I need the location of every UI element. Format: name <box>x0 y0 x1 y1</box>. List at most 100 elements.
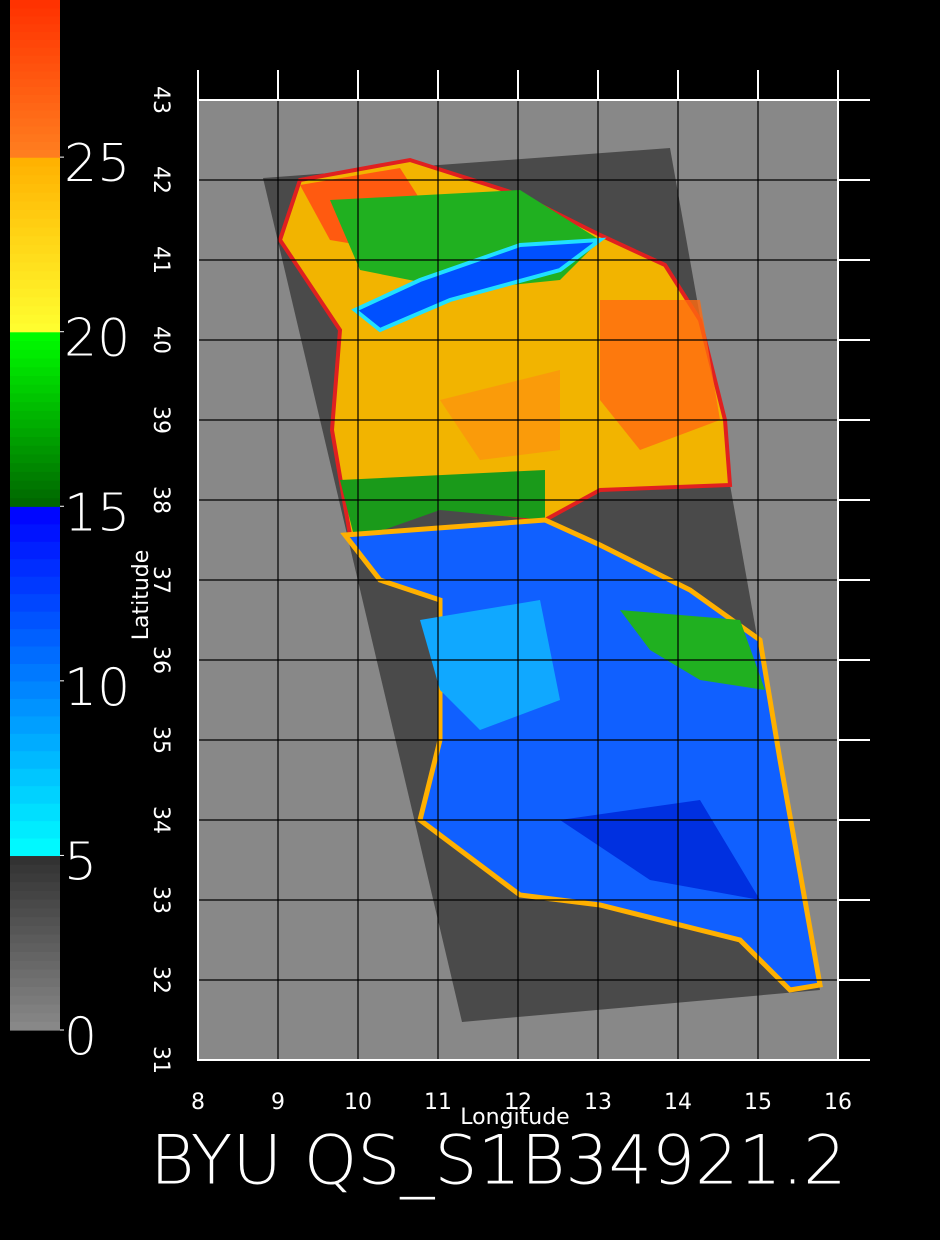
colorbar-step <box>10 322 60 333</box>
x-axis-label: Longitude <box>460 1105 569 1130</box>
colorbar-step <box>10 899 60 909</box>
x-tick-label: 16 <box>824 1090 852 1115</box>
colorbar-step <box>10 192 60 202</box>
y-tick-label: 42 <box>148 166 173 194</box>
colorbar-step <box>10 558 60 577</box>
colorbar-step <box>10 23 60 33</box>
colorbar-step <box>10 445 60 455</box>
colorbar-step <box>10 296 60 307</box>
x-tick-label: 14 <box>664 1090 692 1115</box>
colorbar-step <box>10 133 60 143</box>
colorbar-step <box>10 541 60 560</box>
colorbar-step <box>10 253 60 263</box>
colorbar-step <box>10 645 60 664</box>
colorbar: 0 5 10 15 20 25 <box>10 0 130 1067</box>
colorbar-step <box>10 200 60 211</box>
colorbar-step <box>10 288 60 298</box>
colorbar-step <box>10 750 60 769</box>
colorbar-step <box>10 226 60 237</box>
colorbar-step <box>10 174 60 184</box>
colorbar-step <box>10 523 60 542</box>
colorbar-step <box>10 70 60 80</box>
colorbar-step <box>10 117 60 127</box>
colorbar-step <box>10 102 60 111</box>
wind-field-patch <box>600 300 720 450</box>
colorbar-tick-label: 5 <box>64 832 97 892</box>
colorbar-step <box>10 1012 60 1022</box>
colorbar-tick-label: 0 <box>64 1007 97 1067</box>
x-tick-label: 11 <box>424 1090 452 1115</box>
colorbar-step <box>10 462 60 472</box>
colorbar-step <box>10 611 60 630</box>
y-tick-label: 38 <box>148 486 173 514</box>
colorbar-step <box>10 820 60 839</box>
wind-field-patch <box>560 800 760 900</box>
colorbar-step <box>10 392 60 403</box>
colorbar-step <box>10 384 60 394</box>
colorbar-step <box>10 628 60 647</box>
colorbar-step <box>10 78 60 88</box>
colorbar-step <box>10 872 60 883</box>
colorbar-step <box>10 977 60 987</box>
wind-field-patch <box>440 370 560 460</box>
y-tick-label: 37 <box>148 566 173 594</box>
colorbar-step <box>10 279 60 289</box>
colorbar-step <box>10 218 60 228</box>
y-tick-label: 41 <box>148 246 173 274</box>
colorbar-step <box>10 698 60 717</box>
colorbar-tick-label: 10 <box>64 658 130 718</box>
colorbar-step <box>10 54 60 64</box>
colorbar-step <box>10 39 60 48</box>
y-tick-label: 34 <box>148 806 173 834</box>
colorbar-step <box>10 401 60 411</box>
colorbar-step <box>10 453 60 464</box>
wind-field-patch <box>620 610 765 690</box>
colorbar-step <box>10 149 60 158</box>
colorbar-step <box>10 375 60 385</box>
colorbar-step <box>10 593 60 612</box>
colorbar-step <box>10 86 60 95</box>
colorbar-step <box>10 995 60 1005</box>
colorbar-step <box>10 305 60 315</box>
colorbar-step <box>10 331 60 342</box>
colorbar-tick-label: 25 <box>64 134 130 194</box>
plot-frame <box>197 99 839 1061</box>
colorbar-step <box>10 768 60 787</box>
colorbar-step <box>10 31 60 40</box>
y-tick-label: 35 <box>148 726 173 754</box>
x-tick-label: 13 <box>584 1090 612 1115</box>
colorbar-step <box>10 488 60 499</box>
colorbar-step <box>10 62 60 72</box>
y-tick-label: 31 <box>148 1046 173 1074</box>
y-tick-label: 39 <box>148 406 173 434</box>
wind-field-patch <box>351 237 607 333</box>
colorbar-step <box>10 94 60 103</box>
colorbar-step <box>10 497 60 507</box>
y-tick-label: 33 <box>148 886 173 914</box>
colorbar-step <box>10 680 60 699</box>
colorbar-step <box>10 715 60 734</box>
colorbar-step <box>10 418 60 429</box>
ticks: 8 9 10 11 12 13 14 15 16 31 32 33 34 35 36 37 38 39 40 41 42… <box>148 70 870 1115</box>
colorbar-step <box>10 109 60 119</box>
colorbar-step <box>10 803 60 822</box>
colorbar-step <box>10 0 60 9</box>
colorbar-step <box>10 576 60 595</box>
colorbar-step <box>10 933 60 944</box>
x-tick-label: 15 <box>744 1090 772 1115</box>
colorbar-step <box>10 235 60 246</box>
colorbar-step <box>10 506 60 525</box>
colorbar-step <box>10 907 60 918</box>
colorbar-step <box>10 349 60 359</box>
colorbar-step <box>10 663 60 682</box>
colorbar-step <box>10 436 60 446</box>
wind-field-patch <box>340 470 545 540</box>
colorbar-step <box>10 855 60 865</box>
colorbar-step <box>10 7 60 17</box>
colorbar-step <box>10 47 60 56</box>
colorbar-step <box>10 942 60 953</box>
x-tick-label: 8 <box>191 1090 205 1115</box>
title: BYU QS_S1B34921.2 <box>150 1122 847 1201</box>
